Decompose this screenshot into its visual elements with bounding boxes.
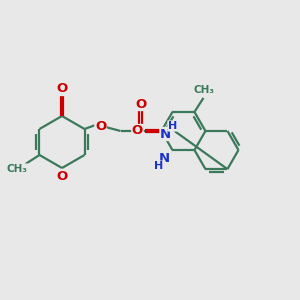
Text: CH₃: CH₃	[194, 85, 215, 95]
Text: H: H	[168, 121, 177, 131]
Text: O: O	[135, 98, 146, 110]
Text: N: N	[159, 152, 170, 165]
Text: CH₃: CH₃	[7, 164, 28, 174]
Text: O: O	[56, 170, 68, 184]
Text: N: N	[160, 128, 171, 140]
Text: O: O	[132, 124, 143, 137]
Text: H: H	[154, 161, 163, 171]
Text: O: O	[56, 82, 68, 95]
Text: O: O	[95, 119, 106, 133]
